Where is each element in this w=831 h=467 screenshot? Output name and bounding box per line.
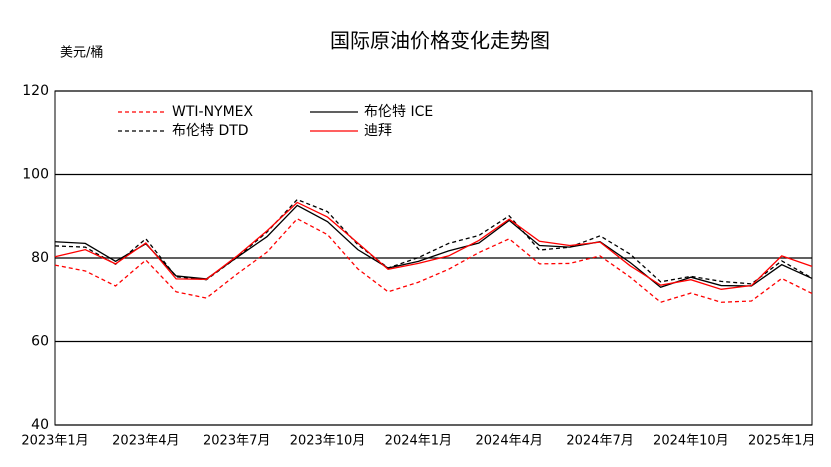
x-tick-label: 2025年1月 [748,434,815,449]
x-tick-label: 2024年4月 [476,434,543,449]
series-line [54,217,813,303]
y-axis-label: 美元/桶 [60,46,103,61]
x-tick-label: 2024年10月 [653,434,729,449]
x-tick-label: 2023年10月 [290,434,366,449]
x-tick-label: 2023年1月 [21,434,88,449]
series-line [54,201,813,290]
x-tick-label: 2024年1月 [385,434,452,449]
series-line [54,198,813,285]
legend-label: 布伦特 DTD [172,123,249,139]
y-tick-label: 80 [31,250,49,266]
x-tick-label: 2024年7月 [566,434,633,449]
series-line [54,204,813,288]
y-tick-label: 120 [22,83,49,99]
y-tick-label: 40 [31,417,49,433]
x-tick-label: 2023年4月 [112,434,179,449]
chart-title: 国际原油价格变化走势图 [330,29,550,53]
x-tick-label: 2023年7月 [203,434,270,449]
y-tick-label: 100 [22,167,49,183]
y-tick-label: 60 [31,334,49,350]
legend-label: 布伦特 ICE [364,104,433,120]
legend-label: WTI-NYMEX [172,104,254,120]
legend-label: 迪拜 [364,123,392,139]
